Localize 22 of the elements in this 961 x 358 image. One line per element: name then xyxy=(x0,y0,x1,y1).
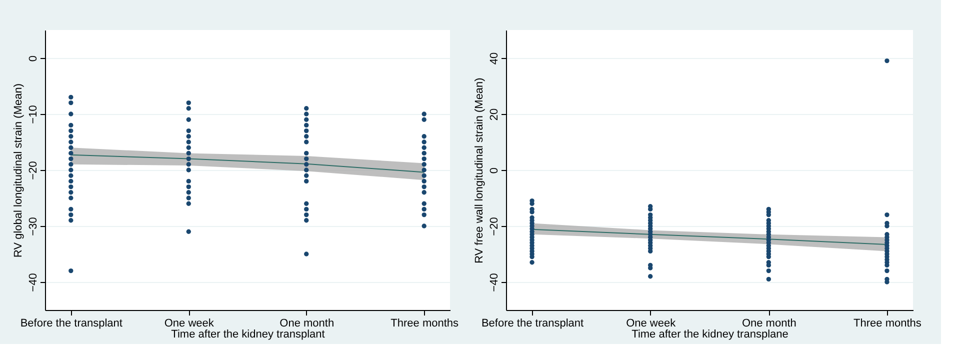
x-tick-label: One month xyxy=(280,318,334,330)
y-tick-label: −20 xyxy=(488,217,500,236)
x-tick-label: One month xyxy=(742,318,796,330)
x-axis-title: Time after the kidney transplane xyxy=(632,328,788,340)
y-tick-label: −10 xyxy=(28,105,40,124)
y-tick-label: −40 xyxy=(488,273,500,292)
y-tick-label: 20 xyxy=(488,108,500,121)
x-tick-label: Three months xyxy=(390,318,460,330)
x-tick-label: Three months xyxy=(854,318,922,330)
y-tick-label: −30 xyxy=(28,217,40,236)
x-tick-label: Before the transplant xyxy=(20,318,122,330)
x-axis-title: Time after the kidney transplant xyxy=(171,328,325,340)
y-axis-title: RV global longitudinal strain (Mean) xyxy=(12,83,24,258)
x-tick-label: One week xyxy=(164,318,214,330)
y-tick-label: 40 xyxy=(488,52,500,65)
x-tick-label: One week xyxy=(626,318,676,330)
y-axis-title: RV free wall longitudinal strain (Mean) xyxy=(474,78,486,264)
y-tick-label: −40 xyxy=(28,273,40,292)
y-tick-label: 0 xyxy=(28,55,40,62)
y-tick-label: −20 xyxy=(28,161,40,180)
x-tick-label: Before the transplant xyxy=(481,318,584,330)
y-tick-label: 0 xyxy=(488,167,500,174)
